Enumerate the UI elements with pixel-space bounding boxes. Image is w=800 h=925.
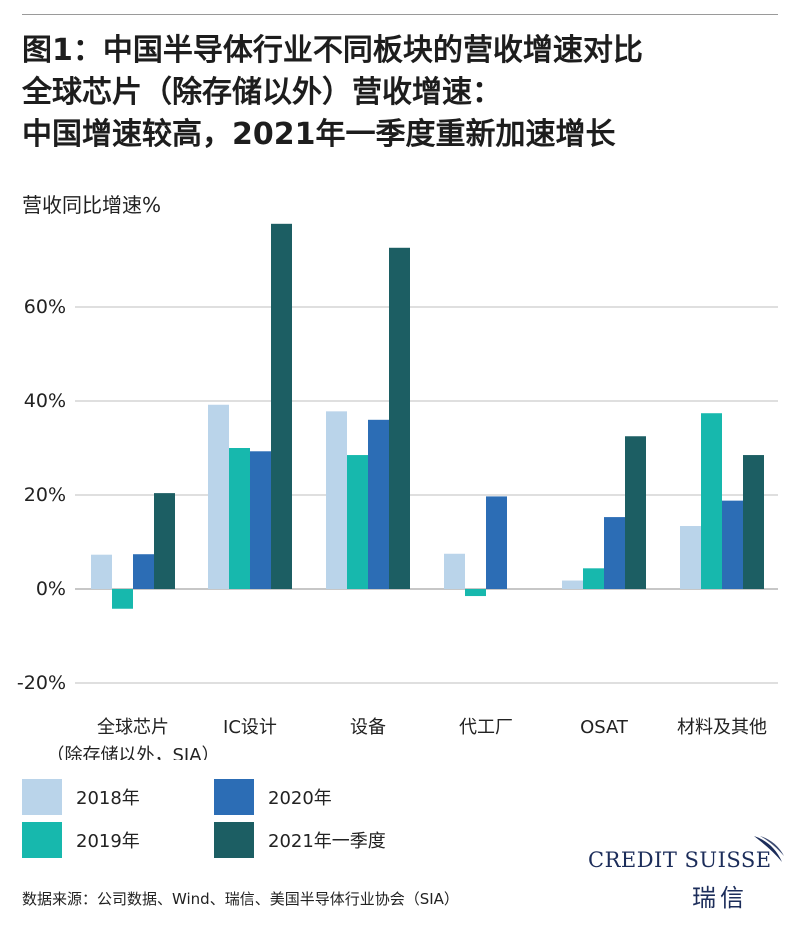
x-tick-label: 材料及其他 [677, 717, 767, 738]
bar [486, 496, 507, 589]
chart-title: 图1：中国半导体行业不同板块的营收增速对比 全球芯片（除存储以外）营收增速： 中… [22, 30, 782, 156]
x-tick-label: （除存储以外，SIA） [46, 745, 219, 760]
title-line-2: 全球芯片（除存储以外）营收增速： [22, 75, 502, 110]
bar [347, 455, 368, 589]
source-note: 数据来源：公司数据、Wind、瑞信、美国半导体行业协会（SIA） [22, 890, 459, 908]
legend-item: 2019年 [22, 822, 140, 858]
bar [583, 568, 604, 589]
y-tick-label: 40% [24, 390, 66, 412]
bar [229, 448, 250, 589]
bar [91, 554, 112, 589]
top-rule [22, 14, 778, 15]
x-tick-label: 全球芯片 [97, 717, 169, 738]
bar [326, 411, 347, 589]
legend-swatch [214, 779, 254, 815]
bar [271, 223, 292, 589]
bar [389, 247, 410, 589]
sails-icon [754, 836, 784, 862]
bar-chart: -20% 0% 20% 40% 60% 全球芯片 （除存储以外，SIA） IC设计 设备 代工厂 O… [17, 223, 778, 760]
y-tick-label: 20% [24, 484, 66, 506]
bar [444, 553, 465, 589]
legend-item: 2018年 [22, 779, 140, 815]
x-tick-label: 代工厂 [459, 717, 513, 738]
bar [112, 589, 133, 609]
x-tick-label: 设备 [350, 717, 386, 738]
logo-name-cn: 瑞信 [692, 884, 748, 912]
y-tick-label: -20% [17, 672, 66, 694]
legend-swatch [22, 779, 62, 815]
title-line-1: 图1：中国半导体行业不同板块的营收增速对比 [22, 33, 643, 68]
x-tick-label: IC设计 [223, 717, 277, 738]
y-tick-label: 60% [24, 296, 66, 318]
legend-label: 2019年 [76, 831, 140, 852]
bar [562, 580, 583, 589]
bar [604, 517, 625, 589]
bar [743, 455, 764, 589]
legend-item: 2021年一季度 [214, 822, 386, 858]
title-line-3: 中国增速较高，2021年一季度重新加速增长 [22, 117, 616, 152]
y-tick-label: 0% [36, 578, 66, 600]
bar [250, 451, 271, 589]
bar [208, 404, 229, 589]
bar [701, 413, 722, 589]
bar [368, 419, 389, 589]
bar [722, 500, 743, 589]
bar [680, 526, 701, 589]
x-tick-label: OSAT [580, 717, 629, 738]
legend-swatch [214, 822, 254, 858]
legend-label: 2021年一季度 [268, 831, 386, 852]
credit-suisse-logo: CREDIT SUISSE 瑞信 [588, 834, 788, 914]
legend-label: 2018年 [76, 788, 140, 809]
bar [465, 589, 486, 597]
bar [625, 436, 646, 589]
y-axis-label: 营收同比增速% [22, 193, 162, 217]
legend-swatch [22, 822, 62, 858]
logo-name: CREDIT SUISSE [588, 848, 772, 872]
legend-item: 2020年 [214, 779, 332, 815]
bar [133, 554, 154, 589]
legend-label: 2020年 [268, 788, 332, 809]
bar [154, 493, 175, 589]
